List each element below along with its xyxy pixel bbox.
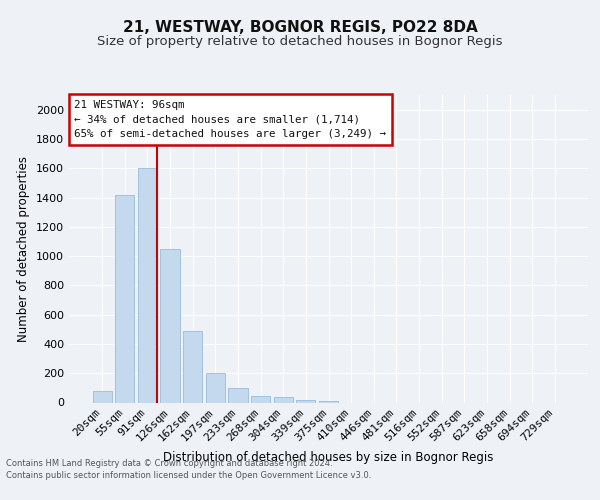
Bar bbox=[274, 396, 293, 402]
Bar bbox=[115, 194, 134, 402]
Bar bbox=[251, 396, 270, 402]
X-axis label: Distribution of detached houses by size in Bognor Regis: Distribution of detached houses by size … bbox=[163, 452, 494, 464]
Text: 21 WESTWAY: 96sqm
← 34% of detached houses are smaller (1,714)
65% of semi-detac: 21 WESTWAY: 96sqm ← 34% of detached hous… bbox=[74, 100, 386, 139]
Bar bbox=[229, 388, 248, 402]
Y-axis label: Number of detached properties: Number of detached properties bbox=[17, 156, 31, 342]
Text: Contains public sector information licensed under the Open Government Licence v3: Contains public sector information licen… bbox=[6, 470, 371, 480]
Text: Size of property relative to detached houses in Bognor Regis: Size of property relative to detached ho… bbox=[97, 34, 503, 48]
Bar bbox=[92, 391, 112, 402]
Bar bbox=[160, 248, 180, 402]
Bar bbox=[206, 373, 225, 402]
Text: Contains HM Land Registry data © Crown copyright and database right 2024.: Contains HM Land Registry data © Crown c… bbox=[6, 460, 332, 468]
Bar bbox=[319, 401, 338, 402]
Bar bbox=[296, 400, 316, 402]
Bar bbox=[138, 168, 157, 402]
Bar bbox=[183, 331, 202, 402]
Text: 21, WESTWAY, BOGNOR REGIS, PO22 8DA: 21, WESTWAY, BOGNOR REGIS, PO22 8DA bbox=[122, 20, 478, 35]
